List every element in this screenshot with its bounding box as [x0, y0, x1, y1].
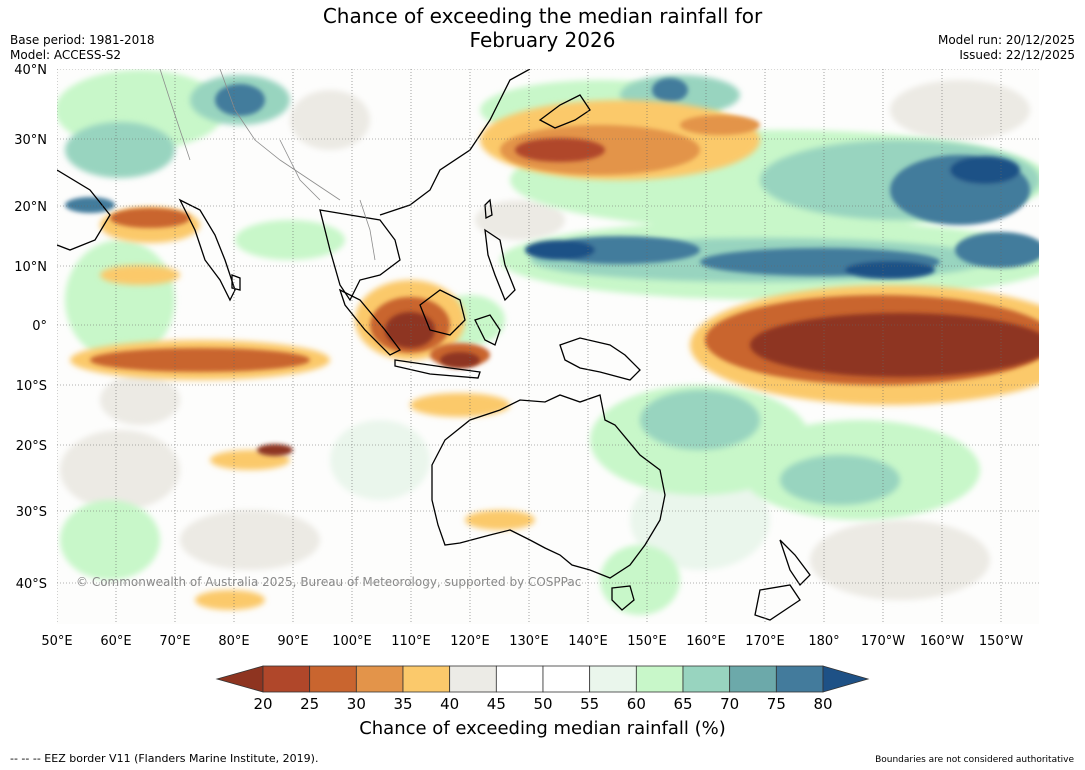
indochina-coast [319, 209, 401, 302]
sumatra-coast [338, 288, 401, 356]
lon-label: 110°E [391, 634, 431, 649]
colorbar-tick-label: 25 [300, 695, 319, 713]
issued-date: Issued: 22/12/2025 [959, 48, 1075, 62]
boundary-disclaimer: Boundaries are not considered authoritat… [875, 755, 1074, 765]
colorbar-tick-label: 55 [580, 695, 599, 713]
lon-label: 130°E [509, 634, 549, 649]
lat-label: 20°S [16, 439, 47, 454]
new-zealand-south [754, 584, 801, 621]
base-period: Base period: 1981-2018 [10, 33, 155, 47]
new-zealand-north [779, 539, 811, 587]
lat-label: 40°N [14, 63, 47, 78]
lat-label: 20°N [14, 200, 47, 215]
map-title: Chance of exceeding the median rainfall … [0, 4, 1085, 52]
colorbar-tick-label: 35 [393, 695, 412, 713]
colorbar-segment [729, 665, 777, 693]
japan-coast [538, 94, 591, 129]
lon-label: 150°W [979, 634, 1023, 649]
title-line-2: February 2026 [469, 28, 616, 52]
lon-label: 170°W [861, 634, 905, 649]
sulawesi-coast [474, 314, 501, 346]
model-run: Model run: 20/12/2025 [937, 33, 1075, 47]
lon-label: 140°E [568, 634, 608, 649]
sri-lanka-coast [231, 274, 241, 291]
field-darkred [257, 138, 1039, 456]
colorbar-extend-high [822, 665, 870, 693]
colorbar-tick-label: 65 [673, 695, 692, 713]
colorbar-segment [449, 665, 497, 693]
lon-label: 180° [808, 634, 839, 649]
india-coast [178, 198, 236, 302]
colorbar-label: Chance of exceeding median rainfall (%) [359, 718, 726, 739]
colorbar-segment [402, 665, 451, 693]
tasmania-coast [611, 585, 635, 611]
lon-label: 150°E [627, 634, 667, 649]
colorbar-segment [495, 665, 544, 693]
title-line-1: Chance of exceeding the median rainfall … [322, 4, 763, 28]
colorbar-tick-label: 50 [533, 695, 552, 713]
colorbar-tick-label: 30 [347, 695, 366, 713]
colorbar-tick-label: 70 [720, 695, 739, 713]
lon-label: 170°E [745, 634, 785, 649]
colorbar-segment [262, 665, 311, 693]
copyright-notice: © Commonwealth of Australia 2025, Bureau… [76, 575, 581, 589]
lon-label: 80°E [218, 634, 249, 649]
colorbar-segment [635, 665, 684, 693]
arabia-coast [57, 169, 111, 251]
java-coast [394, 359, 481, 379]
lon-label: 70°E [159, 634, 190, 649]
colorbar-segment [589, 665, 637, 693]
colorbar-segment [542, 665, 591, 693]
colorbar-tick-label: 60 [627, 695, 646, 713]
lon-label: 50°E [41, 634, 72, 649]
lon-label: 160°W [920, 634, 964, 649]
run-info: Model run: 20/12/2025 Issued: 22/12/2025 [938, 33, 1075, 63]
lat-label: 10°S [16, 379, 47, 394]
new-guinea-coast [559, 337, 641, 381]
eez-note: -- -- -- EEZ border V11 (Flanders Marine… [10, 752, 319, 765]
lon-label: 160°E [686, 634, 726, 649]
model-name: Model: ACCESS-S2 [10, 48, 122, 62]
colorbar: 20 25 30 35 40 45 50 55 60 65 70 75 80 [215, 665, 870, 713]
colorbar-tick-label: 75 [767, 695, 786, 713]
map-field: © Commonwealth of Australia 2025, Bureau… [57, 69, 1039, 624]
graticule [57, 69, 1039, 624]
longitude-labels: 50°E 60°E 70°E 80°E 90°E 100°E 110°E 120… [41, 634, 1023, 649]
taiwan-coast [484, 198, 493, 220]
field-blue [65, 78, 1039, 279]
lat-label: 30°S [16, 505, 47, 520]
borneo-coast [419, 289, 466, 336]
australia-coast [431, 394, 666, 579]
colorbar-segment [355, 665, 404, 693]
latitude-labels: 40°N 30°N 20°N 10°N 0° 10°S 20°S 30°S 40… [14, 63, 47, 592]
colorbar-segment [682, 665, 731, 693]
lat-label: 30°N [14, 133, 47, 148]
lat-label: 10°N [14, 260, 47, 275]
colorbar-tick-label: 45 [487, 695, 506, 713]
colorbar-tick-label: 80 [813, 695, 832, 713]
colorbar-segment [775, 665, 824, 693]
philippines-coast [484, 228, 516, 302]
lat-label: 0° [32, 319, 47, 334]
colorbar-extend-low [215, 665, 264, 693]
colorbar-segment [309, 665, 357, 693]
lat-label: 40°S [16, 577, 47, 592]
lon-label: 100°E [332, 634, 372, 649]
colorbar-tick-label: 40 [440, 695, 459, 713]
model-info: Base period: 1981-2018 Model: ACCESS-S2 [10, 33, 155, 63]
lon-label: 60°E [100, 634, 131, 649]
colorbar-tick-label: 20 [253, 695, 272, 713]
lon-label: 120°E [450, 634, 490, 649]
lon-label: 90°E [277, 634, 308, 649]
